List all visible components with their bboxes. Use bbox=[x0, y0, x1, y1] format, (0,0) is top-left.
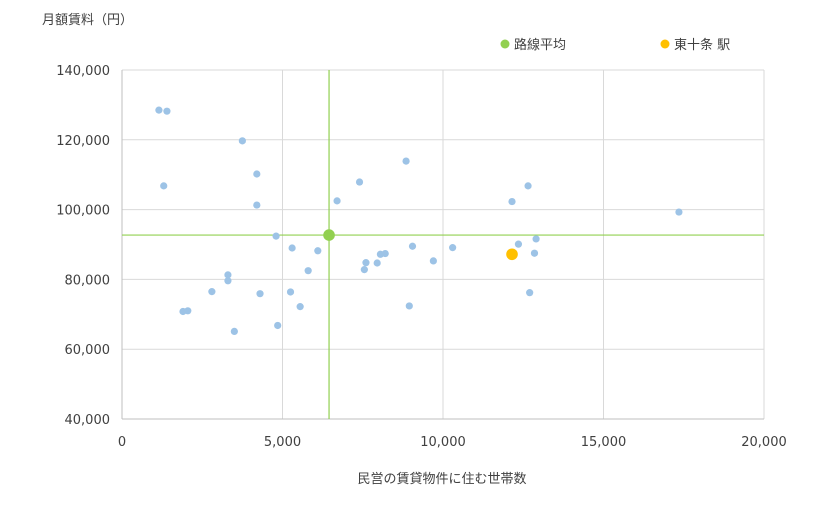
legend-label-station: 東十条 駅 bbox=[674, 37, 730, 53]
station-point bbox=[429, 257, 437, 265]
station-point bbox=[224, 277, 232, 285]
station-point bbox=[360, 266, 368, 274]
legend-label-route-average: 路線平均 bbox=[514, 37, 566, 53]
station-point bbox=[304, 267, 312, 275]
y-tick-label: 120,000 bbox=[56, 134, 110, 149]
station-point bbox=[184, 307, 192, 315]
x-tick-label: 15,000 bbox=[581, 435, 627, 450]
station-point bbox=[449, 244, 457, 252]
y-tick-label: 80,000 bbox=[65, 273, 111, 288]
station-point bbox=[160, 182, 168, 190]
x-axis-ticks: 0 5,000 10,000 15,000 20,000 bbox=[118, 435, 787, 450]
station-point bbox=[526, 289, 534, 297]
data-points bbox=[155, 106, 683, 336]
station-point bbox=[288, 244, 296, 252]
station-point bbox=[286, 288, 295, 296]
station-point bbox=[155, 106, 163, 114]
station-point bbox=[272, 232, 280, 240]
legend: 路線平均 東十条 駅 bbox=[500, 37, 730, 53]
station-point bbox=[402, 157, 410, 165]
station-point bbox=[405, 302, 413, 310]
station-point bbox=[524, 182, 532, 190]
station-point bbox=[253, 170, 261, 178]
y-tick-label: 40,000 bbox=[65, 413, 111, 428]
station-point bbox=[238, 137, 246, 145]
station-point bbox=[224, 271, 232, 279]
station-point bbox=[296, 303, 304, 311]
x-tick-label: 20,000 bbox=[741, 435, 787, 450]
route-average-point bbox=[323, 229, 335, 241]
station-point bbox=[314, 247, 322, 255]
station-point bbox=[274, 321, 282, 330]
station-point bbox=[532, 235, 540, 243]
station-point bbox=[530, 249, 539, 257]
y-axis-title: 月額賃料（円） bbox=[42, 13, 133, 28]
station-point bbox=[355, 178, 364, 186]
x-tick-label: 5,000 bbox=[264, 435, 301, 450]
station-point bbox=[256, 290, 264, 298]
x-tick-label: 0 bbox=[118, 435, 126, 450]
station-point bbox=[508, 197, 516, 206]
station-point bbox=[333, 197, 341, 205]
station-point bbox=[163, 107, 171, 115]
y-tick-label: 140,000 bbox=[56, 64, 110, 79]
station-point bbox=[208, 288, 216, 296]
station-point bbox=[514, 240, 523, 248]
station-point bbox=[253, 201, 261, 209]
target-station-point bbox=[506, 248, 518, 261]
station-point bbox=[675, 208, 683, 216]
x-axis-title: 民営の賃貸物件に住む世帯数 bbox=[357, 471, 526, 487]
y-axis-ticks: 40,000 60,000 80,000 100,000 120,000 140,000 bbox=[56, 64, 110, 428]
station-point bbox=[381, 249, 389, 258]
y-tick-label: 60,000 bbox=[65, 343, 111, 358]
x-tick-label: 10,000 bbox=[420, 435, 466, 450]
station-point bbox=[373, 259, 381, 267]
average-crosshair bbox=[122, 70, 764, 419]
station-point bbox=[230, 327, 238, 336]
legend-marker-station bbox=[660, 39, 670, 49]
station-point bbox=[408, 242, 417, 250]
y-tick-label: 100,000 bbox=[56, 204, 110, 219]
station-point bbox=[362, 259, 370, 267]
grid-lines bbox=[121, 69, 765, 420]
legend-marker-route-average bbox=[500, 39, 510, 49]
